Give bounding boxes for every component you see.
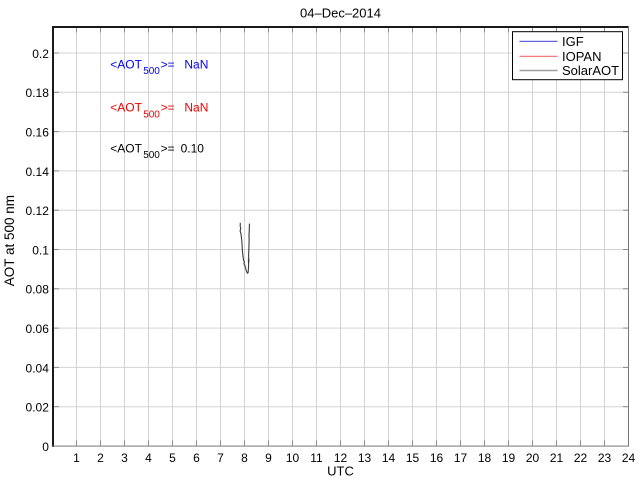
svg-text:15: 15 — [406, 451, 420, 465]
svg-text:0.1: 0.1 — [32, 243, 49, 257]
svg-text:19: 19 — [502, 451, 516, 465]
svg-text:>=: >= — [161, 57, 175, 71]
svg-text:6: 6 — [193, 451, 200, 465]
svg-text:04–Dec–2014: 04–Dec–2014 — [300, 6, 381, 21]
svg-text:1: 1 — [73, 451, 80, 465]
svg-text:0.08: 0.08 — [26, 283, 50, 297]
svg-text:<AOT: <AOT — [110, 57, 142, 71]
svg-text:16: 16 — [430, 451, 444, 465]
svg-text:0: 0 — [42, 440, 49, 454]
svg-text:23: 23 — [598, 451, 612, 465]
svg-text:0.2: 0.2 — [32, 47, 49, 61]
svg-text:17: 17 — [454, 451, 468, 465]
svg-text:22: 22 — [574, 451, 588, 465]
svg-text:500: 500 — [143, 150, 160, 161]
svg-text:11: 11 — [310, 451, 323, 465]
svg-text:0.14: 0.14 — [26, 165, 50, 179]
svg-text:UTC: UTC — [327, 463, 354, 478]
svg-text:2: 2 — [97, 451, 104, 465]
svg-text:0.12: 0.12 — [26, 204, 50, 218]
svg-text:10: 10 — [286, 451, 300, 465]
svg-text:>=: >= — [161, 100, 175, 114]
svg-text:0.16: 0.16 — [26, 126, 50, 140]
svg-text:21: 21 — [550, 451, 564, 465]
svg-text:NaN: NaN — [184, 100, 208, 114]
svg-text:4: 4 — [145, 451, 152, 465]
svg-text:500: 500 — [143, 66, 160, 77]
svg-text:0.18: 0.18 — [26, 86, 50, 100]
svg-text:12: 12 — [334, 451, 348, 465]
svg-text:>=: >= — [161, 141, 175, 155]
svg-text:500: 500 — [143, 109, 160, 120]
svg-text:0.10: 0.10 — [181, 141, 205, 155]
svg-text:SolarAOT: SolarAOT — [562, 63, 619, 78]
svg-text:18: 18 — [478, 451, 492, 465]
svg-text:8: 8 — [241, 451, 248, 465]
svg-text:14: 14 — [382, 451, 396, 465]
svg-text:<AOT: <AOT — [110, 100, 142, 114]
svg-text:IGF: IGF — [562, 34, 584, 49]
svg-text:AOT at 500 nm: AOT at 500 nm — [2, 195, 17, 286]
svg-text:9: 9 — [265, 451, 272, 465]
svg-text:<AOT: <AOT — [110, 141, 142, 155]
svg-text:13: 13 — [358, 451, 372, 465]
svg-text:20: 20 — [526, 451, 540, 465]
svg-text:NaN: NaN — [184, 57, 208, 71]
svg-text:7: 7 — [217, 451, 224, 465]
svg-text:0.06: 0.06 — [26, 322, 50, 336]
svg-text:24: 24 — [622, 451, 636, 465]
svg-text:5: 5 — [169, 451, 176, 465]
svg-text:IOPAN: IOPAN — [562, 49, 602, 64]
svg-text:3: 3 — [121, 451, 128, 465]
svg-text:0.04: 0.04 — [26, 361, 50, 375]
svg-text:0.02: 0.02 — [26, 401, 50, 415]
